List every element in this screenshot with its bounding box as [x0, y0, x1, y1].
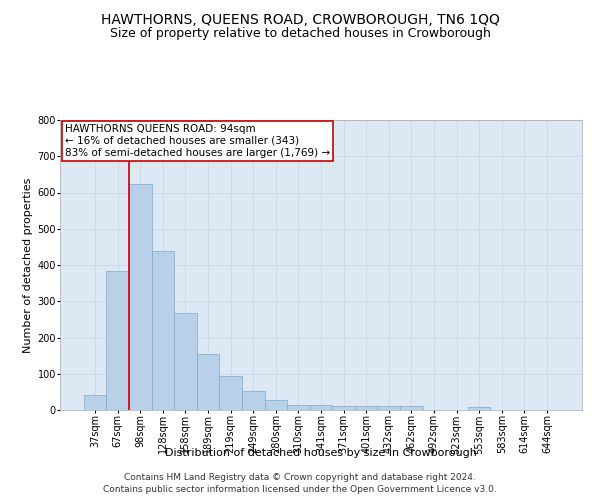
Text: HAWTHORNS QUEENS ROAD: 94sqm
← 16% of detached houses are smaller (343)
83% of s: HAWTHORNS QUEENS ROAD: 94sqm ← 16% of de… [65, 124, 331, 158]
Bar [355, 406, 377, 410]
Text: Contains public sector information licensed under the Open Government Licence v3: Contains public sector information licen… [103, 485, 497, 494]
Bar [287, 404, 310, 410]
Bar [106, 271, 129, 410]
Text: Size of property relative to detached houses in Crowborough: Size of property relative to detached ho… [110, 28, 490, 40]
Bar [84, 395, 106, 410]
Bar [129, 184, 152, 410]
Bar [197, 354, 220, 410]
Bar [377, 406, 400, 410]
Y-axis label: Number of detached properties: Number of detached properties [23, 178, 33, 352]
Bar [400, 406, 422, 410]
Bar [220, 376, 242, 410]
Bar [332, 406, 355, 410]
Text: Contains HM Land Registry data © Crown copyright and database right 2024.: Contains HM Land Registry data © Crown c… [124, 472, 476, 482]
Bar [265, 400, 287, 410]
Text: HAWTHORNS, QUEENS ROAD, CROWBOROUGH, TN6 1QQ: HAWTHORNS, QUEENS ROAD, CROWBOROUGH, TN6… [101, 12, 499, 26]
Bar [152, 251, 174, 410]
Bar [468, 407, 490, 410]
Bar [310, 404, 332, 410]
Bar [174, 313, 197, 410]
Text: Distribution of detached houses by size in Crowborough: Distribution of detached houses by size … [165, 448, 477, 458]
Bar [242, 391, 265, 410]
